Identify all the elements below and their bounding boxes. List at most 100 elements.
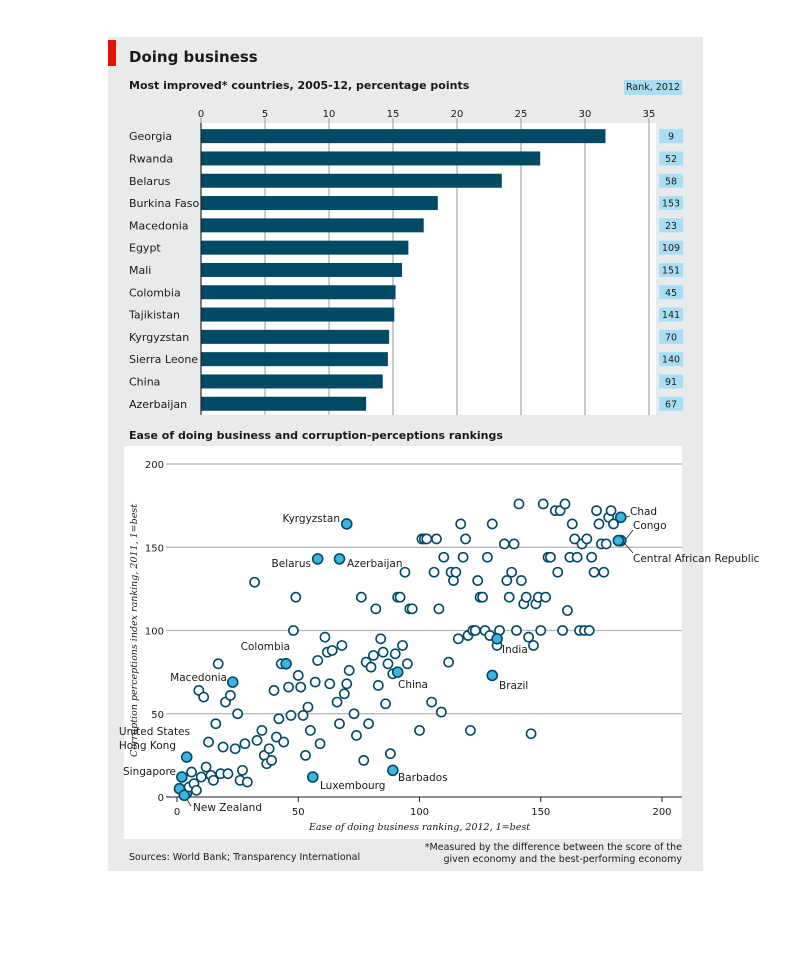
scatter-point (586, 551, 598, 563)
scatter-point (503, 591, 515, 603)
scatter-chart-title: Ease of doing business and corruption-pe… (129, 429, 503, 442)
scatter-point (297, 710, 309, 721)
bar (201, 307, 395, 322)
scatter-point (210, 718, 222, 730)
scatter-point (222, 768, 234, 780)
scatter-point (389, 648, 401, 660)
scatter-point (355, 591, 367, 603)
bar-category-label: Georgia (129, 130, 172, 143)
scatter-point (455, 518, 467, 530)
annotation-label: Central African Republic (633, 553, 760, 565)
scatter-point (343, 665, 355, 676)
annotation-label: United States (119, 726, 190, 738)
rank-box (659, 218, 683, 233)
page-title: Doing business (129, 48, 258, 66)
scatter-point (545, 551, 556, 563)
rank-box (659, 285, 683, 300)
scatter-point (435, 706, 447, 718)
bar (201, 218, 424, 233)
scatter-point (239, 738, 251, 750)
scatter-point (198, 691, 210, 703)
scatter-y-tick-label: 0 (158, 793, 164, 804)
footnote-line-1: *Measured by the difference between the … (424, 842, 682, 853)
scatter-point (569, 533, 581, 545)
scatter-point (394, 591, 406, 603)
bar-x-tick-label: 5 (262, 109, 268, 120)
scatter-point (365, 661, 377, 673)
scatter-point (348, 708, 360, 720)
scatter-point (300, 749, 311, 761)
scatter-point (190, 784, 202, 796)
rank-box (659, 374, 683, 389)
bar-category-label: Burkina Faso (129, 197, 199, 210)
bar (201, 396, 367, 411)
scatter-y-axis-title: Corruption perceptions index ranking, 20… (129, 504, 140, 757)
scatter-point (326, 645, 338, 656)
bar-x-tick-label: 20 (451, 109, 464, 120)
scatter-point (581, 533, 593, 545)
rank-value: 23 (665, 221, 677, 232)
scatter-point (421, 533, 433, 545)
scatter-point (256, 725, 268, 736)
bar-category-label: China (129, 375, 160, 388)
scatter-point-highlighted (226, 676, 239, 688)
annotation-label: China (398, 679, 428, 691)
rank-box (659, 352, 683, 367)
scatter-point (295, 681, 307, 693)
sources-note: Sources: World Bank; Transparency Intern… (129, 852, 361, 863)
bar-x-tick-label: 35 (643, 109, 656, 120)
annotation-label: Barbados (398, 772, 448, 784)
scatter-point-highlighted (491, 633, 503, 645)
scatter-point (336, 640, 348, 651)
scatter-point (562, 605, 573, 616)
scatter-point (426, 696, 438, 708)
bar-category-label: Belarus (129, 175, 171, 188)
scatter-point (477, 591, 488, 603)
rank-value: 9 (668, 132, 674, 143)
annotation-label: Chad (630, 506, 657, 518)
bar (201, 352, 388, 367)
scatter-point (351, 729, 362, 741)
scatter-point (251, 734, 263, 746)
scatter-point (372, 680, 384, 691)
rank-value: 70 (665, 332, 677, 343)
scatter-point (399, 566, 411, 578)
scatter-point (263, 743, 275, 755)
scatter-point (338, 688, 350, 700)
scatter-y-tick-label: 200 (145, 460, 164, 471)
scatter-point (324, 678, 336, 690)
scatter-point (285, 710, 297, 721)
scatter-point-highlighted (176, 771, 188, 783)
scatter-point (583, 625, 595, 636)
scatter-point (566, 518, 578, 530)
scatter-point-highlighted (391, 666, 404, 678)
scatter-point (525, 728, 537, 740)
scatter-point (273, 713, 285, 725)
scatter-point (443, 656, 454, 668)
scatter-point (481, 551, 493, 563)
scatter-point (465, 725, 476, 736)
scatter-point (528, 640, 539, 651)
scatter-x-tick-label: 200 (652, 807, 671, 818)
scatter-point-highlighted (387, 764, 399, 777)
scatter-point (452, 633, 464, 645)
scatter-point (431, 533, 442, 545)
scatter-point (537, 498, 549, 510)
scatter-point (314, 738, 326, 750)
scatter-point-highlighted (333, 553, 346, 565)
scatter-point (370, 603, 382, 615)
footnote: *Measured by the difference between the … (422, 842, 682, 866)
scatter-point (217, 741, 229, 753)
scatter-point (304, 725, 316, 736)
scatter-point (384, 748, 396, 760)
scatter-point (557, 625, 568, 636)
rank-value: 91 (665, 377, 677, 388)
scatter-point (375, 633, 387, 645)
bar-category-label: Tajikistan (128, 309, 180, 322)
scatter-point (433, 603, 445, 615)
scatter-point (249, 576, 260, 588)
bar (201, 173, 502, 188)
scatter-point (309, 676, 321, 688)
annotation-label: Luxembourg (320, 780, 385, 792)
